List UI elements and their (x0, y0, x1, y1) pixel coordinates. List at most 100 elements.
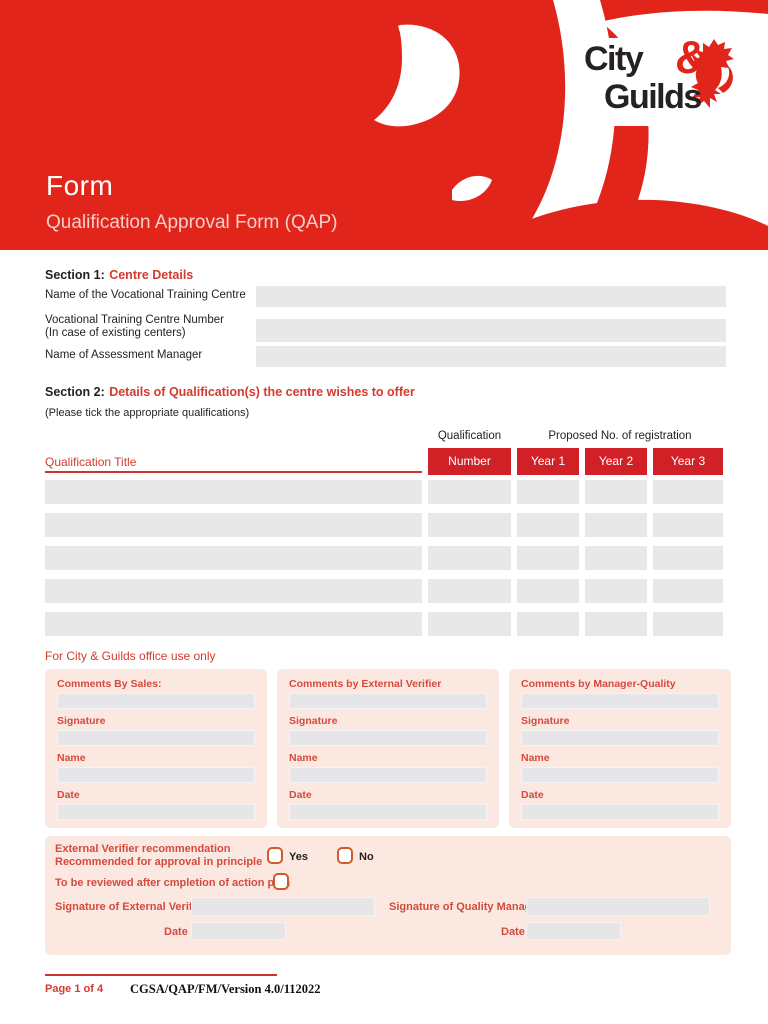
sales-comments-input[interactable] (57, 693, 255, 709)
qualification-number-cell[interactable] (428, 612, 511, 636)
signature-label: Signature (57, 715, 106, 727)
sales-signature-input[interactable] (57, 730, 255, 746)
date-label: Date (289, 789, 312, 801)
name-label: Name (521, 752, 550, 764)
table-row (0, 579, 768, 612)
qualification-group-header: Qualification (437, 430, 502, 442)
approval-in-principle-label: Recommended for approval in principle (55, 856, 263, 868)
sales-date-input[interactable] (57, 804, 255, 820)
mq-signature-input[interactable] (521, 730, 719, 746)
year1-cell[interactable] (517, 546, 579, 570)
year2-cell[interactable] (585, 579, 647, 603)
ev-date-input[interactable] (289, 804, 487, 820)
yes-checkbox[interactable] (267, 847, 283, 864)
year2-cell[interactable] (585, 612, 647, 636)
table-row (0, 480, 768, 513)
page-title: Form (46, 170, 114, 201)
review-after-action-plan-label: To be reviewed after cmpletion of action… (55, 877, 291, 889)
office-use-title: For City & Guilds office use only (45, 649, 216, 663)
year2-cell[interactable] (585, 480, 647, 504)
ev-signature-input[interactable] (289, 730, 487, 746)
date-right-input[interactable] (526, 922, 621, 940)
qualification-title-rule (45, 471, 422, 473)
table-row (0, 612, 768, 645)
column-header-number: Number (428, 448, 511, 475)
signature-external-verifier-input[interactable] (191, 897, 375, 916)
page-number: Page 1 of 4 (45, 983, 104, 995)
centre-name-label: Name of the Vocational Training Centre (45, 289, 246, 301)
qualification-number-cell[interactable] (428, 513, 511, 537)
signature-label: Signature (289, 715, 338, 727)
date-right-label: Date (501, 926, 525, 938)
date-left-label: Date (164, 926, 188, 938)
section1-heading: Section 1: Centre Details (45, 266, 193, 284)
section1-title: Centre Details (109, 268, 194, 282)
document-version: CGSA/QAP/FM/Version 4.0/112022 (130, 982, 321, 996)
year2-cell[interactable] (585, 546, 647, 570)
qualification-number-cell[interactable] (428, 579, 511, 603)
ev-name-input[interactable] (289, 767, 487, 783)
column-header-year3: Year 3 (653, 448, 723, 475)
year1-cell[interactable] (517, 612, 579, 636)
assessment-manager-input[interactable] (256, 346, 726, 367)
assessment-manager-label: Name of Assessment Manager (45, 349, 203, 361)
year1-cell[interactable] (517, 513, 579, 537)
qualification-title-cell[interactable] (45, 579, 422, 603)
year3-cell[interactable] (653, 513, 723, 537)
centre-number-input[interactable] (256, 319, 726, 342)
year3-cell[interactable] (653, 480, 723, 504)
review-checkbox[interactable] (273, 873, 289, 890)
centre-number-label: Vocational Training Centre Number (In ca… (45, 314, 224, 339)
mq-comments-input[interactable] (521, 693, 719, 709)
mq-name-input[interactable] (521, 767, 719, 783)
tick-note: (Please tick the appropriate qualificati… (45, 407, 250, 419)
registration-group-header: Proposed No. of registration (548, 430, 692, 442)
qualification-title-header: Qualification Title (45, 455, 137, 469)
year3-cell[interactable] (653, 546, 723, 570)
lion-icon (688, 39, 734, 108)
qualification-number-cell[interactable] (428, 546, 511, 570)
centre-name-input[interactable] (256, 286, 726, 307)
section2-title: Details of Qualification(s) the centre w… (109, 385, 415, 399)
signature-quality-manager-label: Signature of Quality Manager (389, 901, 542, 913)
date-label: Date (57, 789, 80, 801)
qualification-title-cell[interactable] (45, 480, 422, 504)
office-box-sales: Comments By Sales: Signature Name Date (45, 669, 267, 828)
no-label: No (359, 851, 374, 863)
signature-quality-manager-input[interactable] (526, 897, 710, 916)
qualification-title-cell[interactable] (45, 546, 422, 570)
sales-name-input[interactable] (57, 767, 255, 783)
ev-comments-label: Comments by External Verifier (289, 678, 442, 690)
year1-cell[interactable] (517, 579, 579, 603)
office-box-manager-quality: Comments by Manager-Quality Signature Na… (509, 669, 731, 828)
year3-cell[interactable] (653, 612, 723, 636)
name-label: Name (289, 752, 318, 764)
date-left-input[interactable] (191, 922, 286, 940)
ev-comments-input[interactable] (289, 693, 487, 709)
year1-cell[interactable] (517, 480, 579, 504)
qualification-title-cell[interactable] (45, 612, 422, 636)
signature-external-verifier-label: Signature of External Verifyer (55, 901, 210, 913)
column-header-year1: Year 1 (517, 448, 579, 475)
table-row (0, 513, 768, 546)
city-and-guilds-logo: City & Guilds (578, 31, 734, 126)
page-subtitle: Qualification Approval Form (QAP) (46, 212, 338, 233)
yes-label: Yes (289, 851, 308, 863)
logo-text-guilds: Guilds (604, 78, 702, 116)
recommendation-title: External Verifier recommendation (55, 843, 231, 855)
office-box-external-verifier: Comments by External Verifier Signature … (277, 669, 499, 828)
no-checkbox[interactable] (337, 847, 353, 864)
mq-comments-label: Comments by Manager-Quality (521, 678, 676, 690)
external-verifier-recommendation-box: External Verifier recommendation Recomme… (45, 836, 731, 955)
table-row (0, 546, 768, 579)
name-label: Name (57, 752, 86, 764)
section1-label: Section 1: (45, 268, 105, 282)
year2-cell[interactable] (585, 513, 647, 537)
qualification-title-cell[interactable] (45, 513, 422, 537)
column-header-year2: Year 2 (585, 448, 647, 475)
mq-date-input[interactable] (521, 804, 719, 820)
qualification-number-cell[interactable] (428, 480, 511, 504)
year3-cell[interactable] (653, 579, 723, 603)
logo-text-city: City (584, 40, 644, 78)
